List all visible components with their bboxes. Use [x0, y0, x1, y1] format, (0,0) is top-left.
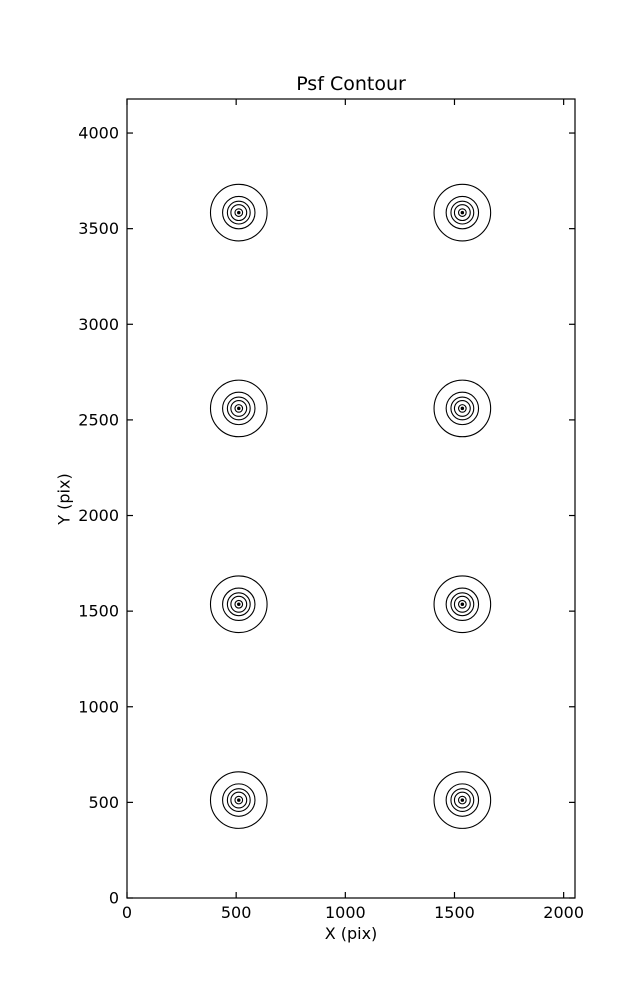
y-tick-label: 1500	[78, 602, 119, 621]
y-tick-label: 3000	[78, 315, 119, 334]
psf-contour-ring	[230, 791, 248, 809]
psf-contour-ring	[222, 391, 256, 426]
psf-contour-ring	[230, 595, 248, 613]
psf-contour-ring	[457, 599, 467, 609]
psf-contour-center-dot	[460, 406, 465, 411]
psf-contour-ring	[234, 795, 244, 805]
psf-contour-ring	[450, 200, 475, 225]
psf-contour-ring	[226, 592, 251, 617]
psf-contour-ring	[222, 783, 256, 817]
psf-contour-ring	[230, 204, 248, 222]
psf-contour-ring	[226, 396, 251, 421]
psf-contour-ring	[433, 771, 492, 829]
psf-contour-ring	[457, 208, 467, 217]
psf-contour-ring	[445, 195, 480, 230]
psf-contour-ring	[445, 783, 480, 817]
y-axis-label-text: Y (pix)	[54, 473, 74, 525]
y-tick-label: 4000	[78, 124, 119, 143]
psf-contour-ring	[226, 788, 251, 813]
psf-contour-center-dot	[237, 798, 241, 802]
y-tick-label: 0	[109, 889, 119, 908]
y-tick-label: 2000	[78, 506, 119, 525]
psf-contour-ring	[453, 791, 471, 809]
x-tick-label: 0	[122, 903, 132, 922]
x-tick-label: 1500	[434, 903, 475, 922]
y-tick-label: 1000	[78, 697, 119, 716]
psf-contour-ring	[453, 595, 471, 613]
psf-contour-ring	[457, 404, 467, 413]
psf-contour-center-dot	[460, 210, 465, 215]
psf-contour-ring	[433, 183, 492, 242]
psf-contour-ring	[209, 183, 268, 242]
x-tick-label: 1000	[325, 903, 366, 922]
psf-contour-ring	[445, 587, 480, 622]
axes-frame	[126, 98, 576, 899]
psf-contour-center-dot	[460, 602, 465, 607]
psf-contour-ring	[226, 200, 251, 225]
x-tick-label: 2000	[543, 903, 584, 922]
psf-contour-ring	[433, 575, 492, 634]
psf-contour-center-dot	[460, 798, 465, 802]
psf-contour-center-dot	[237, 602, 241, 607]
x-axis-label: X (pix)	[324, 924, 378, 943]
psf-contour-ring	[445, 391, 480, 426]
psf-contour-ring	[453, 399, 471, 417]
psf-contour-ring	[209, 379, 268, 438]
psf-contour-ring	[234, 404, 244, 413]
y-tick-label: 3500	[78, 219, 119, 238]
psf-contour-ring	[209, 771, 268, 829]
psf-contour-ring	[450, 788, 475, 813]
y-tick-label: 500	[88, 793, 119, 812]
psf-contour-center-dot	[237, 210, 241, 215]
psf-contour-ring	[222, 195, 256, 230]
psf-contour-ring	[234, 208, 244, 217]
psf-contour-ring	[433, 379, 492, 438]
psf-contour-ring	[234, 599, 244, 609]
psf-contour-ring	[457, 795, 467, 805]
psf-contour-ring	[230, 399, 248, 417]
x-tick-label: 500	[221, 903, 252, 922]
psf-contour-ring	[453, 204, 471, 222]
psf-contour-center-dot	[237, 406, 241, 411]
psf-contour-ring	[450, 396, 475, 421]
psf-contour-ring	[222, 587, 256, 622]
psf-contour-ring	[450, 592, 475, 617]
chart-title: Psf Contour	[296, 73, 406, 95]
y-tick-label: 2500	[78, 410, 119, 429]
psf-contour-ring	[209, 575, 268, 634]
